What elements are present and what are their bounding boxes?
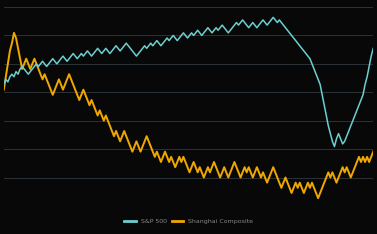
Legend: S&P 500, Shanghai Composite: S&P 500, Shanghai Composite [122,216,255,227]
